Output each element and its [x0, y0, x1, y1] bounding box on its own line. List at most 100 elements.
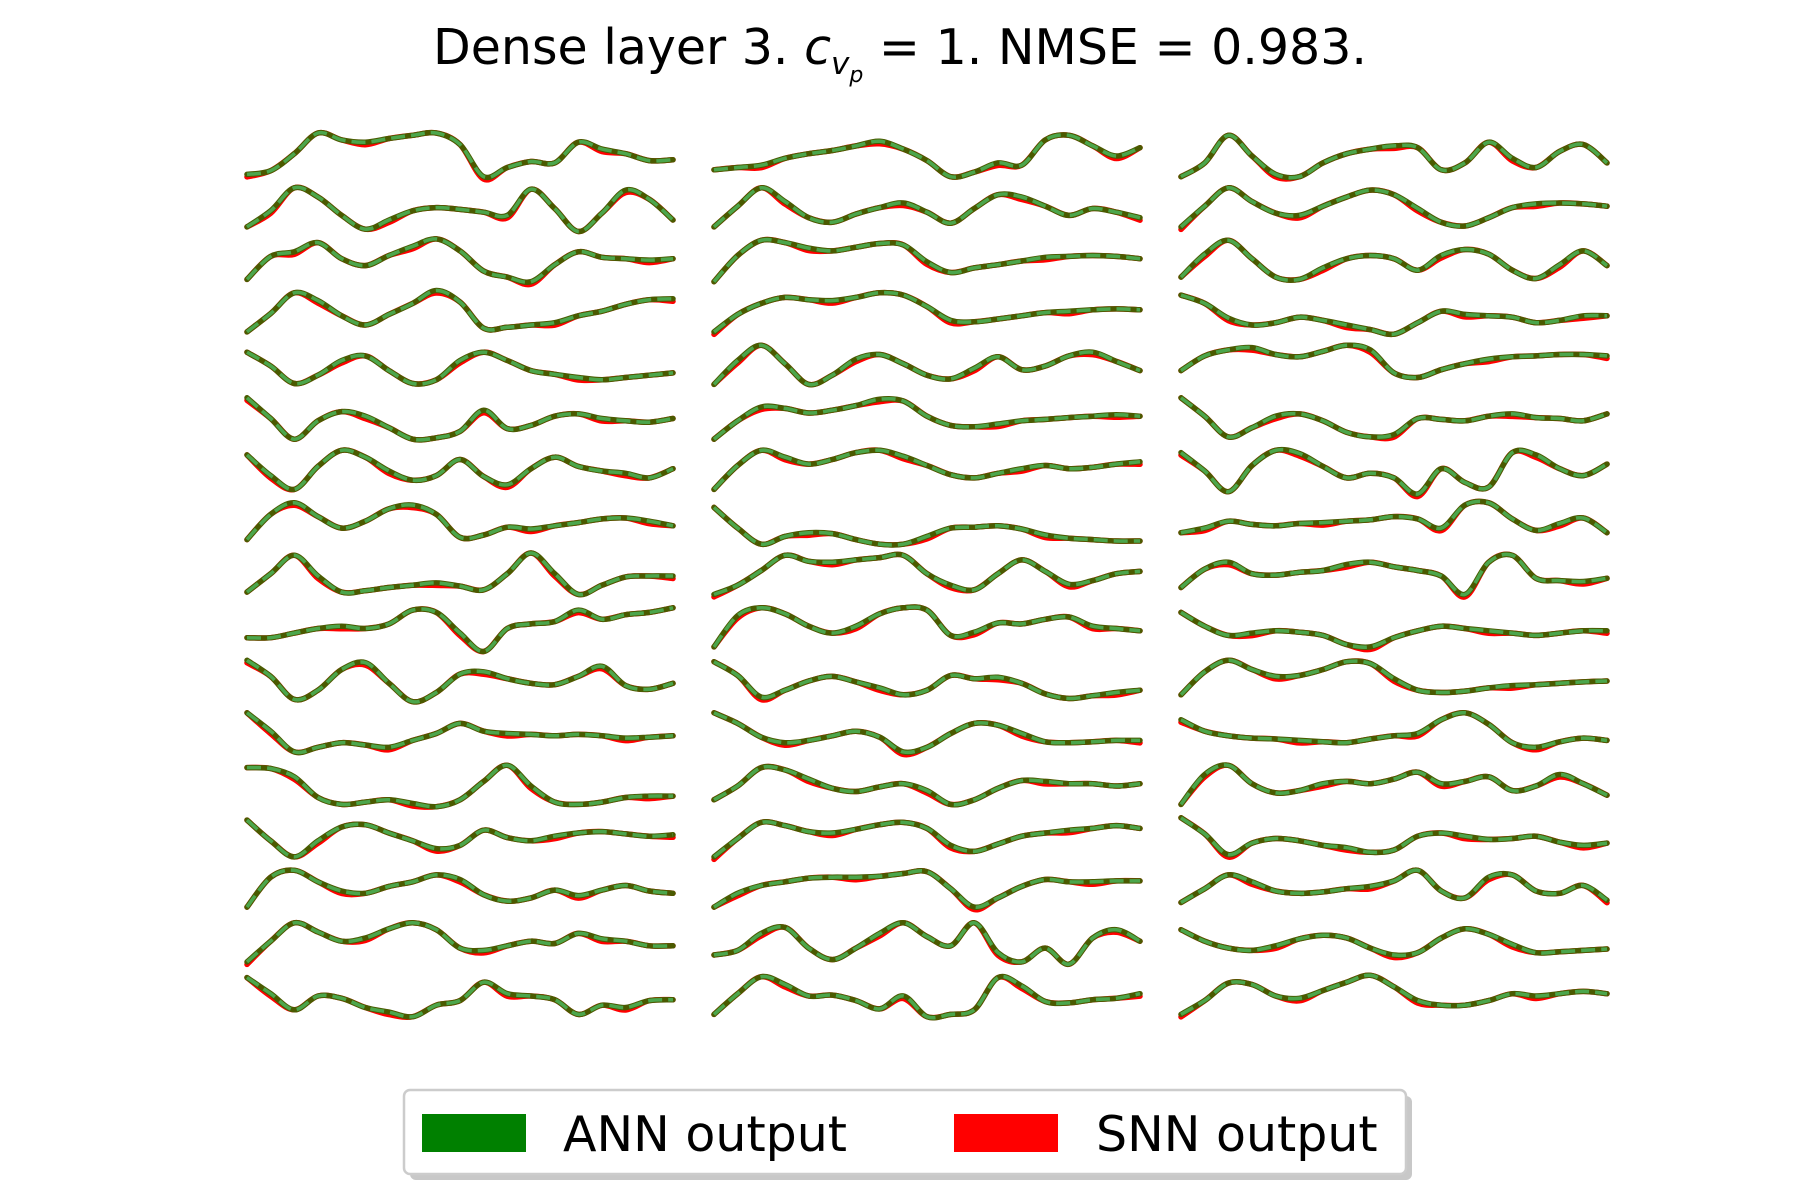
plot-area — [244, 129, 1610, 1021]
ann-output-dash — [712, 186, 1141, 229]
title-subscript: v — [831, 46, 850, 82]
ann-output-dash — [245, 818, 674, 859]
ann-output-line — [244, 867, 676, 910]
ann-output-line — [244, 236, 676, 285]
ann-output-line — [244, 287, 676, 335]
ann-output-line — [1178, 709, 1610, 751]
ann-output-dash — [1180, 927, 1608, 958]
ann-output-dash — [1179, 238, 1609, 283]
ann-output-line — [1178, 867, 1610, 906]
ann-output-dash — [246, 350, 674, 386]
ann-output-line — [1178, 609, 1610, 651]
ann-output-dash — [1180, 868, 1609, 905]
ann-output-dash — [246, 658, 674, 704]
snn-output-line — [244, 817, 676, 860]
snn-output-line — [1178, 551, 1610, 600]
ann-output-dash — [246, 130, 674, 180]
ann-output-line — [711, 868, 1143, 911]
ann-output-dash — [712, 506, 1141, 547]
ann-output-line — [1178, 762, 1610, 808]
ann-output-dash — [1179, 658, 1608, 697]
snn-output-line — [1178, 609, 1610, 653]
snn-output-line — [711, 868, 1143, 913]
snn-output-line — [1178, 132, 1610, 182]
ann-output-dash — [245, 288, 674, 334]
ann-output-dash — [713, 921, 1141, 966]
title-prefix: Dense layer 3. — [433, 19, 804, 76]
ann-output-dash — [245, 396, 674, 442]
ann-output-dash — [1180, 343, 1608, 380]
ann-output-line — [711, 236, 1143, 285]
ann-output-line — [244, 349, 676, 387]
ann-output-dash — [712, 343, 1141, 387]
ann-output-dash — [1180, 499, 1609, 535]
ann-output-dash — [1179, 396, 1608, 439]
ann-output-dash — [713, 869, 1141, 910]
ann-output-line — [244, 447, 676, 493]
ann-output-dash — [1179, 763, 1608, 806]
ann-output-dash — [712, 290, 1141, 334]
legend: ANN output SNN output — [402, 1088, 1412, 1180]
ann-output-line — [711, 185, 1143, 230]
trace-column-1 — [244, 129, 676, 1021]
title-suffix: = 1. NMSE = 0.983. — [863, 19, 1367, 76]
ann-output-line — [244, 919, 676, 965]
ann-output-dash — [1179, 447, 1608, 496]
ann-output-line — [711, 658, 1143, 702]
ann-output-dash — [245, 711, 674, 755]
ann-output-line — [711, 920, 1143, 967]
ann-output-line — [244, 500, 676, 543]
ann-output-dash — [712, 448, 1141, 491]
ann-output-dash — [713, 552, 1141, 597]
ann-output-dash — [712, 820, 1141, 859]
legend-label-snn: SNN output — [1096, 1106, 1378, 1163]
trace-column-2 — [711, 132, 1143, 1021]
ann-output-line — [711, 132, 1143, 180]
ann-output-line — [711, 763, 1143, 808]
ann-output-dash — [245, 551, 674, 597]
ann-output-dash — [712, 237, 1141, 283]
ann-output-dash — [712, 396, 1141, 441]
ann-output-dash — [246, 606, 674, 654]
ann-output-dash — [245, 448, 674, 492]
ann-output-line — [711, 342, 1143, 388]
ann-output-dash — [1180, 610, 1608, 650]
ann-output-line — [244, 657, 676, 705]
ann-output-dash — [245, 237, 674, 284]
snn-output-line — [1178, 292, 1610, 338]
ann-output-line — [711, 395, 1143, 442]
ann-output-dash — [1180, 710, 1608, 750]
ann-output-dash — [1180, 973, 1608, 1016]
snn-output-line — [244, 710, 676, 756]
ann-output-line — [244, 710, 676, 756]
ann-output-dash — [713, 660, 1141, 701]
ann-output-dash — [245, 920, 674, 964]
ann-output-dash — [1180, 293, 1608, 337]
ann-output-dash — [1179, 552, 1608, 597]
legend-label-ann: ANN output — [563, 1106, 847, 1163]
ann-output-dash — [713, 764, 1141, 807]
ann-output-dash — [1180, 816, 1608, 857]
chart-title: Dense layer 3. cvp = 1. NMSE = 0.983. — [433, 19, 1367, 88]
trace-column-3 — [1178, 132, 1610, 1020]
ann-output-dash — [246, 976, 674, 1019]
title-subsubscript: p — [848, 63, 863, 88]
ann-output-line — [711, 973, 1143, 1021]
ann-output-dash — [246, 763, 674, 809]
legend-frame — [402, 1088, 1408, 1176]
ann-output-line — [1178, 551, 1610, 598]
title-symbol: c — [804, 19, 831, 76]
ann-output-dash — [245, 868, 674, 909]
ann-output-line — [244, 974, 676, 1020]
ann-output-dash — [713, 711, 1141, 755]
legend-swatch-snn — [954, 1114, 1058, 1152]
ann-output-dash — [713, 133, 1141, 179]
legend-swatch-ann — [422, 1114, 526, 1152]
ann-output-dash — [246, 185, 675, 234]
ann-output-line — [1178, 657, 1610, 698]
ann-output-dash — [245, 501, 674, 541]
snn-output-line — [1178, 867, 1610, 906]
ann-output-line — [1178, 292, 1610, 338]
ann-output-line — [711, 604, 1143, 650]
